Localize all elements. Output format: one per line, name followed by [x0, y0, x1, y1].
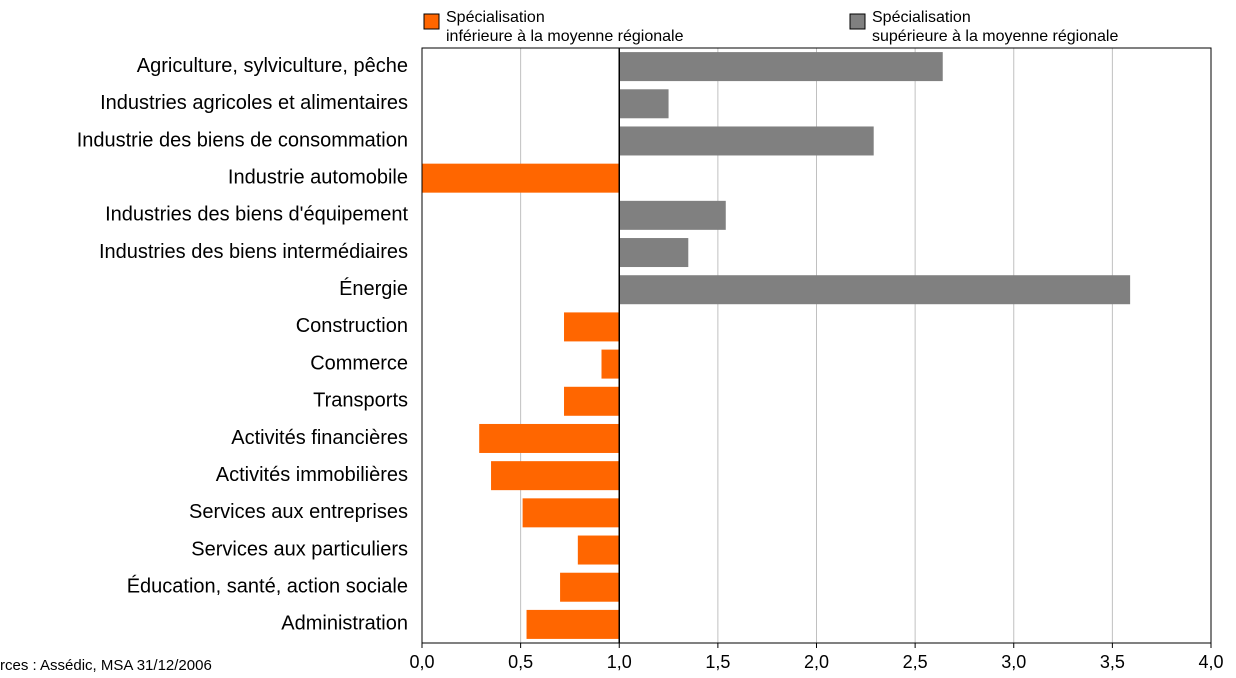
- bar: [619, 275, 1131, 305]
- bar: [564, 312, 620, 342]
- y-tick-label: Éducation, santé, action sociale: [127, 575, 408, 598]
- legend-label: Spécialisation supérieure à la moyenne r…: [872, 9, 1119, 45]
- x-tick-label: 0,5: [508, 652, 533, 672]
- y-tick-label: Industries des biens d'équipement: [105, 204, 408, 226]
- bar: [491, 461, 620, 491]
- y-tick-label: Services aux particuliers: [191, 538, 408, 560]
- x-tick-label: 2,5: [903, 652, 928, 672]
- bar: [479, 423, 620, 453]
- source-note: rces : Assédic, MSA 31/12/2006: [0, 657, 212, 674]
- bar: [526, 609, 620, 639]
- x-tick-label: 4,0: [1198, 652, 1223, 672]
- bar: [601, 349, 620, 379]
- bar: [522, 498, 620, 528]
- y-tick-label: Industries des biens intermédiaires: [99, 241, 408, 263]
- plot-border: [421, 47, 1212, 644]
- bar: [560, 572, 620, 602]
- x-tick-label: 3,0: [1001, 652, 1026, 672]
- y-tick-label: Activités financières: [231, 427, 408, 449]
- y-tick-label: Transports: [313, 390, 408, 412]
- legend-swatch: [423, 13, 440, 30]
- y-tick-label: Commerce: [310, 352, 408, 374]
- y-tick-label: Activités immobilières: [216, 464, 408, 486]
- y-tick-label: Services aux entreprises: [189, 501, 408, 523]
- y-tick-label: Construction: [296, 315, 408, 337]
- y-tick-label: Industrie automobile: [228, 166, 408, 188]
- y-tick-label: Administration: [281, 613, 408, 635]
- bar: [577, 535, 620, 565]
- x-tick-label: 3,5: [1100, 652, 1125, 672]
- y-tick-label: Agriculture, sylviculture, pêche: [137, 55, 408, 77]
- bar: [422, 163, 620, 193]
- legend-swatch: [849, 13, 866, 30]
- x-tick-label: 1,5: [705, 652, 730, 672]
- bar: [619, 52, 943, 82]
- x-tick-label: 0,0: [409, 652, 434, 672]
- bar: [619, 89, 669, 119]
- x-tick-label: 1,0: [607, 652, 632, 672]
- x-tick-label: 2,0: [804, 652, 829, 672]
- legend-label: Spécialisation inférieure à la moyenne r…: [446, 9, 684, 45]
- y-tick-label: Énergie: [339, 277, 408, 300]
- bar: [619, 126, 874, 156]
- bar: [619, 200, 726, 230]
- y-tick-label: Industrie des biens de consommation: [77, 129, 408, 151]
- bar: [619, 238, 689, 268]
- y-tick-label: Industries agricoles et alimentaires: [100, 92, 408, 114]
- bar: [564, 386, 620, 416]
